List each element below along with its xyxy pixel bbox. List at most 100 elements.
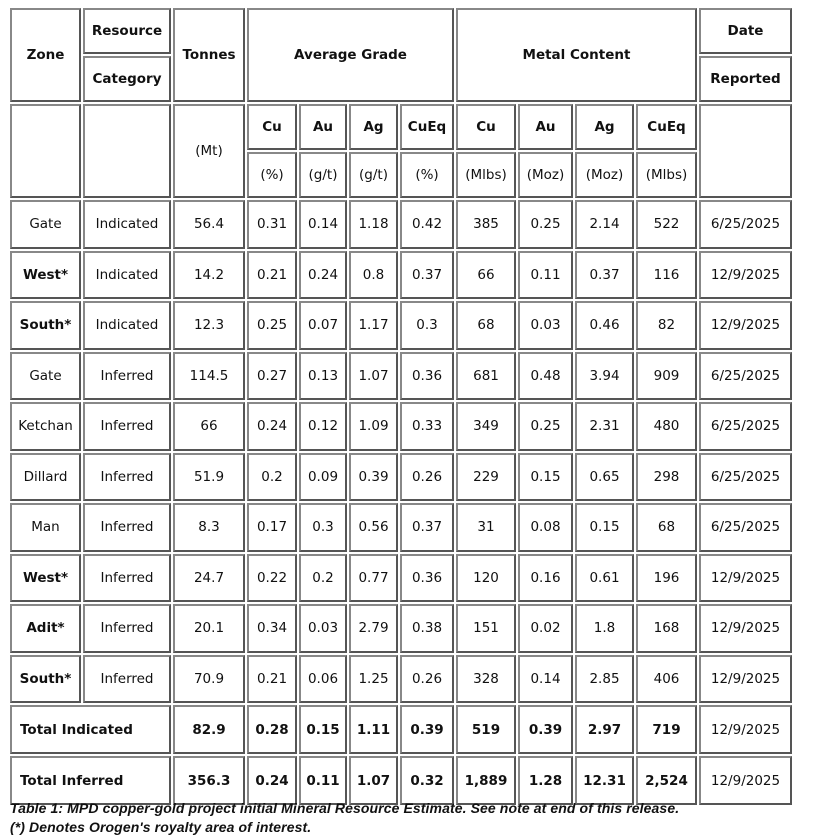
cell-au: 0.06	[299, 654, 347, 703]
header-grade-cu: Cu	[247, 104, 297, 150]
cell-cueq: 0.3	[400, 301, 454, 350]
cell-ag: 2.79	[349, 604, 398, 653]
cell-zone: Ketchan	[10, 402, 81, 451]
header-grade-ag-unit: (g/t)	[349, 152, 398, 198]
cell-ag: 1.25	[349, 654, 398, 703]
cell-date: 6/25/2025	[699, 200, 792, 249]
cell-zone: South*	[10, 301, 81, 350]
cell-m-au: 0.39	[518, 705, 573, 754]
total-row: Total Inferred 356.3 0.24 0.11 1.07 0.32 1,889…	[10, 756, 792, 805]
cell-m-cueq: 298	[636, 452, 697, 501]
header-blank	[83, 104, 171, 198]
cell-cu: 0.21	[247, 250, 297, 299]
cell-cueq: 0.32	[400, 756, 454, 805]
cell-m-cu: 229	[456, 452, 516, 501]
cell-ag: 0.39	[349, 452, 398, 501]
header-zone: Zone	[10, 8, 81, 102]
header-metal-au: Au	[518, 104, 573, 150]
cell-cueq: 0.26	[400, 452, 454, 501]
cell-cu: 0.17	[247, 503, 297, 552]
cell-date: 12/9/2025	[699, 705, 792, 754]
cell-au: 0.15	[299, 705, 347, 754]
header-blank	[699, 104, 792, 198]
cell-m-cueq: 909	[636, 351, 697, 400]
cell-m-au: 0.48	[518, 351, 573, 400]
cell-tonnes: 14.2	[173, 250, 245, 299]
cell-m-cu: 1,889	[456, 756, 516, 805]
header-metal-ag-unit: (Moz)	[575, 152, 634, 198]
cell-cu: 0.24	[247, 402, 297, 451]
cell-category: Inferred	[83, 553, 171, 602]
cell-category: Inferred	[83, 351, 171, 400]
cell-total-label: Total Indicated	[10, 705, 171, 754]
mineral-resource-table: Zone Resource Tonnes Average Grade Metal…	[8, 6, 794, 807]
cell-m-au: 0.25	[518, 200, 573, 249]
cell-m-ag: 0.65	[575, 452, 634, 501]
table-row: South* Inferred 70.9 0.21 0.06 1.25 0.26 328 0.1…	[10, 654, 792, 703]
cell-cueq: 0.36	[400, 553, 454, 602]
cell-m-ag: 2.31	[575, 402, 634, 451]
cell-m-cu: 328	[456, 654, 516, 703]
header-date: Date	[699, 8, 792, 54]
cell-date: 12/9/2025	[699, 250, 792, 299]
cell-cueq: 0.42	[400, 200, 454, 249]
cell-cu: 0.27	[247, 351, 297, 400]
cell-cueq: 0.38	[400, 604, 454, 653]
table-row: South* Indicated 12.3 0.25 0.07 1.17 0.3 68 0.03…	[10, 301, 792, 350]
cell-m-cu: 66	[456, 250, 516, 299]
cell-m-cueq: 196	[636, 553, 697, 602]
cell-m-ag: 0.15	[575, 503, 634, 552]
cell-m-ag: 0.37	[575, 250, 634, 299]
cell-m-au: 0.11	[518, 250, 573, 299]
header-metal-cueq: CuEq	[636, 104, 697, 150]
cell-m-cu: 349	[456, 402, 516, 451]
cell-au: 0.03	[299, 604, 347, 653]
cell-ag: 0.8	[349, 250, 398, 299]
cell-tonnes: 51.9	[173, 452, 245, 501]
cell-m-cu: 519	[456, 705, 516, 754]
cell-cueq: 0.37	[400, 250, 454, 299]
cell-category: Indicated	[83, 301, 171, 350]
header-tonnes: Tonnes	[173, 8, 245, 102]
cell-tonnes: 20.1	[173, 604, 245, 653]
header-grade-cueq-unit: (%)	[400, 152, 454, 198]
cell-date: 12/9/2025	[699, 604, 792, 653]
header-grade-cu-unit: (%)	[247, 152, 297, 198]
cell-zone: South*	[10, 654, 81, 703]
cell-au: 0.14	[299, 200, 347, 249]
cell-m-au: 0.15	[518, 452, 573, 501]
cell-zone: Dillard	[10, 452, 81, 501]
header-metal-au-unit: (Moz)	[518, 152, 573, 198]
cell-m-cueq: 480	[636, 402, 697, 451]
cell-zone: Adit*	[10, 604, 81, 653]
cell-cueq: 0.26	[400, 654, 454, 703]
cell-m-cueq: 168	[636, 604, 697, 653]
cell-au: 0.24	[299, 250, 347, 299]
cell-m-cueq: 116	[636, 250, 697, 299]
cell-cu: 0.24	[247, 756, 297, 805]
cell-m-ag: 12.31	[575, 756, 634, 805]
cell-ag: 0.56	[349, 503, 398, 552]
cell-tonnes: 356.3	[173, 756, 245, 805]
cell-m-cu: 151	[456, 604, 516, 653]
table-row: Ketchan Inferred 66 0.24 0.12 1.09 0.33 349 0.25…	[10, 402, 792, 451]
cell-m-au: 1.28	[518, 756, 573, 805]
header-metal-cu-unit: (Mlbs)	[456, 152, 516, 198]
header-metal-cu: Cu	[456, 104, 516, 150]
cell-cu: 0.21	[247, 654, 297, 703]
cell-m-au: 0.14	[518, 654, 573, 703]
cell-category: Indicated	[83, 250, 171, 299]
cell-tonnes: 8.3	[173, 503, 245, 552]
cell-m-cueq: 719	[636, 705, 697, 754]
cell-ag: 1.07	[349, 756, 398, 805]
cell-date: 12/9/2025	[699, 654, 792, 703]
header-metal-content: Metal Content	[456, 8, 697, 102]
cell-category: Inferred	[83, 604, 171, 653]
cell-au: 0.13	[299, 351, 347, 400]
cell-tonnes: 82.9	[173, 705, 245, 754]
header-metal-cueq-unit: (Mlbs)	[636, 152, 697, 198]
header-grade-au: Au	[299, 104, 347, 150]
cell-ag: 1.17	[349, 301, 398, 350]
cell-ag: 1.07	[349, 351, 398, 400]
table-row: West* Indicated 14.2 0.21 0.24 0.8 0.37 66 0.11 0…	[10, 250, 792, 299]
